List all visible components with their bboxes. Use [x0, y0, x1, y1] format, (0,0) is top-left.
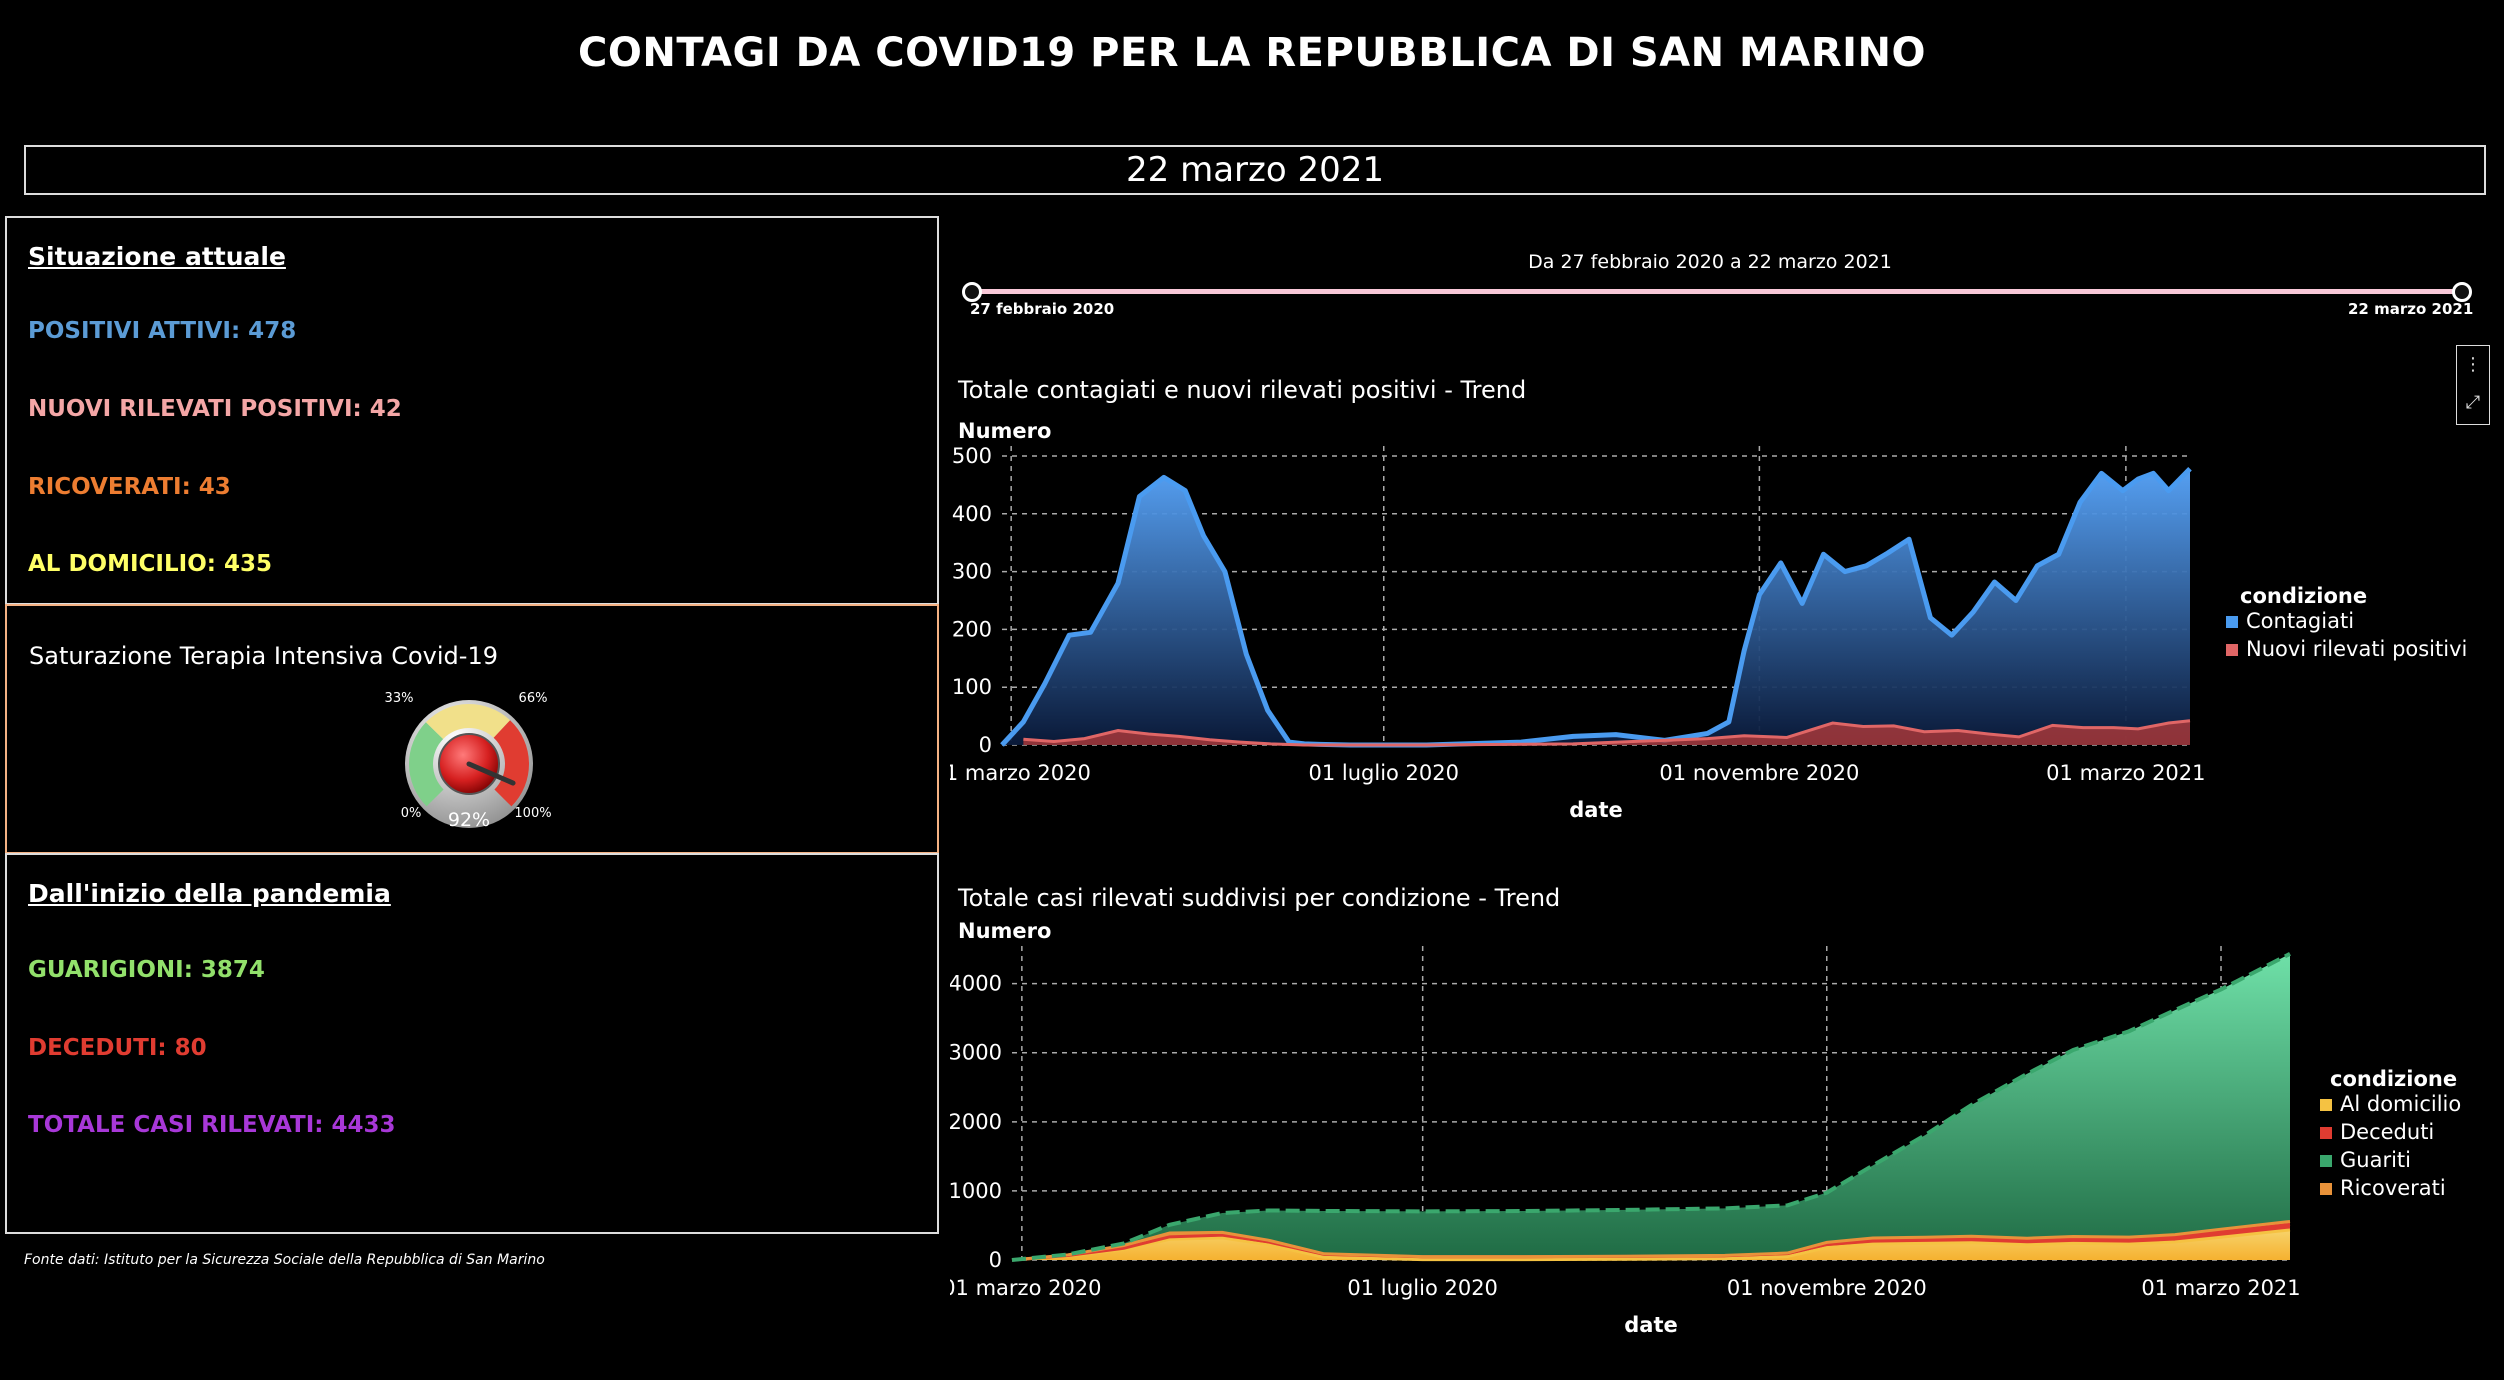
- situation-panel: Situazione attuale POSITIVI ATTIVI: 478 …: [5, 216, 939, 605]
- legend-item: Guariti: [2340, 1148, 2411, 1172]
- icu-gauge: 33% 66% 0% 100% 92%: [385, 691, 552, 831]
- y-axis-label: Numero: [958, 419, 1051, 443]
- cumulative-panel: Dall'inizio della pandemia GUARIGIONI: 3…: [5, 853, 939, 1234]
- slider-handle-end[interactable]: [2452, 282, 2472, 302]
- cumulative-heading: Dall'inizio della pandemia: [28, 879, 391, 908]
- more-options-icon[interactable]: ⋮: [2464, 354, 2482, 375]
- trend-chart[interactable]: 0 100 200 300 400 500 01 marzo 2020 01 luglio 2…: [950, 410, 2490, 830]
- y-tick-label: 0: [979, 733, 992, 757]
- x-tick-label: 01 marzo 2021: [2046, 761, 2205, 785]
- x-axis-label: date: [1624, 1313, 1677, 1337]
- contagiati-line: [1000, 466, 2192, 748]
- deaths: DECEDUTI: 80: [28, 1035, 207, 1061]
- icu-gauge-panel: Saturazione Terapia Intensiva Covid-19 3…: [5, 604, 939, 854]
- legend-title: condizione: [2330, 1067, 2457, 1091]
- gauge-tick-66: 66%: [519, 691, 548, 706]
- legend-item: Al domicilio: [2340, 1092, 2461, 1116]
- recovered: GUARIGIONI: 3874: [28, 957, 265, 983]
- legend-swatch: [2320, 1127, 2332, 1139]
- x-axis-label: date: [1569, 798, 1622, 822]
- gauge-band-red: [493, 720, 530, 807]
- line-al-domicilio: [1011, 1228, 2291, 1262]
- expand-icon[interactable]: ⤢: [2465, 392, 2481, 413]
- slider-start-label: 27 febbraio 2020: [970, 300, 1115, 318]
- condition-chart[interactable]: 0 1000 2000 3000 4000 01 marzo 2020 01 luglio …: [950, 918, 2490, 1348]
- legend-item: Nuovi rilevati positivi: [2246, 637, 2467, 661]
- area-al-domicilio: [1012, 1229, 2290, 1260]
- gauge-tick-100: 100%: [514, 806, 551, 821]
- gauge-needle: [466, 761, 516, 786]
- y-tick-label: 100: [952, 675, 992, 699]
- legend-swatch: [2320, 1099, 2332, 1111]
- legend-swatch: [2226, 644, 2238, 656]
- legend-item: Ricoverati: [2340, 1176, 2446, 1200]
- y-tick-label: 200: [952, 617, 992, 641]
- legend-swatch: [2320, 1155, 2332, 1167]
- area-guariti: [1012, 953, 2290, 1260]
- total-cases: TOTALE CASI RILEVATI: 4433: [28, 1112, 396, 1138]
- x-tick-label: 01 marzo 2020: [950, 1276, 1102, 1300]
- legend-item: Deceduti: [2340, 1120, 2434, 1144]
- home-isolation: AL DOMICILIO: 435: [28, 551, 272, 577]
- legend-title: condizione: [2240, 584, 2367, 608]
- y-tick-label: 2000: [950, 1110, 1002, 1134]
- x-tick-label: 01 luglio 2020: [1308, 761, 1459, 785]
- legend-item: Contagiati: [2246, 609, 2354, 633]
- gauge-title: Saturazione Terapia Intensiva Covid-19: [29, 642, 498, 670]
- new-positives: NUOVI RILEVATI POSITIVI: 42: [28, 396, 402, 422]
- chart-toolbar[interactable]: ⋮ ⤢: [2456, 345, 2490, 425]
- situation-heading: Situazione attuale: [28, 242, 286, 271]
- gauge-tick-0: 0%: [401, 806, 422, 821]
- x-tick-label: 01 novembre 2020: [1727, 1276, 1927, 1300]
- data-source: Fonte dati: Istituto per la Sicurezza So…: [24, 1252, 545, 1268]
- x-tick-label: 01 luglio 2020: [1347, 1276, 1498, 1300]
- current-date: 22 marzo 2021: [24, 145, 2486, 195]
- slider-end-label: 22 marzo 2021: [2348, 300, 2474, 318]
- y-tick-label: 3000: [950, 1041, 1002, 1065]
- y-axis-label: Numero: [958, 919, 1051, 943]
- contagiati-area: [1002, 468, 2190, 745]
- nuovi-positivi-line: [1023, 719, 2191, 747]
- gauge-band-green: [409, 722, 444, 807]
- y-tick-label: 300: [952, 560, 992, 584]
- gauge-tick-33: 33%: [385, 691, 414, 706]
- date-range-caption: Da 27 febbraio 2020 a 22 marzo 2021: [1528, 251, 1892, 273]
- active-positives: POSITIVI ATTIVI: 478: [28, 318, 297, 344]
- x-tick-label: 01 marzo 2020: [950, 761, 1091, 785]
- date-range-slider[interactable]: [972, 289, 2462, 294]
- hospitalized: RICOVERATI: 43: [28, 474, 231, 500]
- legend-swatch: [2320, 1183, 2332, 1195]
- y-tick-label: 400: [952, 502, 992, 526]
- page-title: CONTAGI DA COVID19 PER LA REPUBBLICA DI …: [578, 30, 1926, 76]
- line-guariti: [1011, 952, 2291, 1262]
- x-tick-label: 01 marzo 2021: [2141, 1276, 2300, 1300]
- legend-swatch: [2226, 616, 2238, 628]
- y-tick-label: 500: [952, 444, 992, 468]
- slider-handle-start[interactable]: [962, 282, 982, 302]
- chart2-title: Totale casi rilevati suddivisi per condi…: [958, 884, 1561, 912]
- x-tick-label: 01 novembre 2020: [1659, 761, 1859, 785]
- line-ricoverati: [1011, 1219, 2291, 1262]
- y-tick-label: 1000: [950, 1179, 1002, 1203]
- gauge-value: 92%: [448, 809, 490, 831]
- y-tick-label: 4000: [950, 972, 1002, 996]
- gauge-band-yellow: [425, 704, 511, 739]
- chart1-title: Totale contagiati e nuovi rilevati posit…: [958, 376, 1527, 404]
- y-tick-label: 0: [989, 1248, 1002, 1272]
